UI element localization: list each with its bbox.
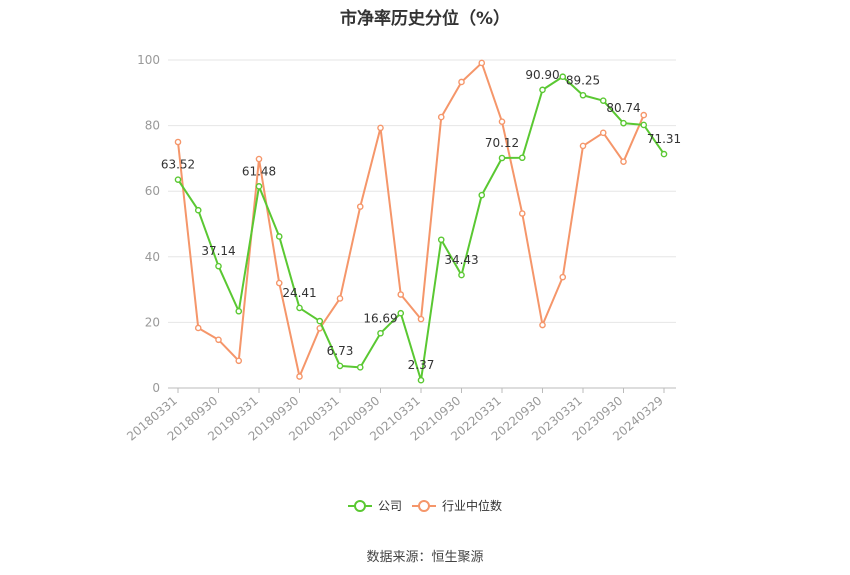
data-point [255, 183, 263, 190]
data-point [579, 142, 587, 150]
data-label: 89.25 [566, 73, 600, 87]
data-label: 37.14 [201, 244, 235, 258]
data-point [518, 210, 526, 217]
data-point [194, 206, 202, 214]
y-tick-label: 40 [145, 250, 160, 264]
data-point [518, 154, 526, 162]
y-tick-label: 100 [137, 53, 160, 67]
data-point [316, 317, 324, 325]
data-point [174, 138, 182, 146]
data-point [498, 154, 506, 162]
data-label: 63.52 [161, 158, 195, 172]
data-point [397, 309, 405, 317]
data-point [397, 291, 405, 298]
data-label: 24.41 [282, 286, 316, 300]
data-point [275, 233, 283, 240]
data-point [620, 119, 627, 127]
data-point [356, 203, 364, 210]
data-point [559, 73, 567, 81]
data-point [235, 357, 243, 365]
data-label: 71.31 [647, 132, 681, 146]
data-point [235, 307, 243, 315]
y-tick-label: 60 [145, 184, 160, 198]
y-tick-label: 0 [152, 381, 160, 395]
data-point [296, 304, 303, 312]
data-point [174, 176, 182, 183]
data-label: 70.12 [485, 136, 519, 150]
data-point [498, 118, 506, 125]
data-point [458, 271, 465, 279]
data-point [599, 97, 607, 104]
data-point [336, 295, 344, 302]
data-point [275, 279, 283, 287]
legend-label-industry: 行业中位数 [442, 498, 502, 513]
legend-marker-company [354, 500, 366, 512]
data-point [417, 376, 425, 384]
y-tick-label: 80 [145, 119, 160, 133]
data-label: 16.69 [363, 311, 397, 325]
legend-marker-industry [418, 500, 430, 512]
data-source: 数据来源：恒生聚源 [366, 550, 484, 565]
data-point [336, 362, 344, 370]
data-point [296, 373, 303, 380]
data-point [640, 111, 648, 119]
data-point [539, 321, 546, 329]
data-point [478, 191, 486, 199]
data-point [194, 324, 202, 332]
data-point [660, 150, 668, 158]
data-point [255, 155, 263, 163]
data-label: 61.48 [242, 164, 276, 178]
data-point [478, 59, 486, 67]
data-point [437, 113, 445, 121]
data-point [640, 121, 648, 129]
data-point [620, 158, 627, 165]
data-point [377, 124, 384, 132]
data-point [579, 91, 587, 99]
data-point [215, 336, 222, 344]
series-line-0 [177, 75, 665, 382]
data-point [458, 78, 465, 86]
data-point [599, 129, 607, 137]
data-point [417, 315, 425, 323]
data-label: 80.74 [606, 101, 640, 115]
data-point [437, 236, 445, 244]
data-label: 90.90 [525, 68, 559, 82]
data-point [539, 86, 546, 94]
y-tick-label: 20 [145, 315, 160, 329]
data-point [559, 273, 567, 281]
data-point [215, 262, 222, 270]
data-label: 2.37 [408, 358, 435, 372]
chart-title: 市净率历史分位（%） [339, 9, 511, 29]
data-label: 6.73 [327, 344, 354, 358]
legend-label-company: 公司 [378, 499, 402, 513]
data-point [356, 364, 364, 371]
series-line-1 [177, 61, 645, 378]
data-label: 34.43 [444, 253, 478, 267]
data-point [377, 329, 384, 337]
